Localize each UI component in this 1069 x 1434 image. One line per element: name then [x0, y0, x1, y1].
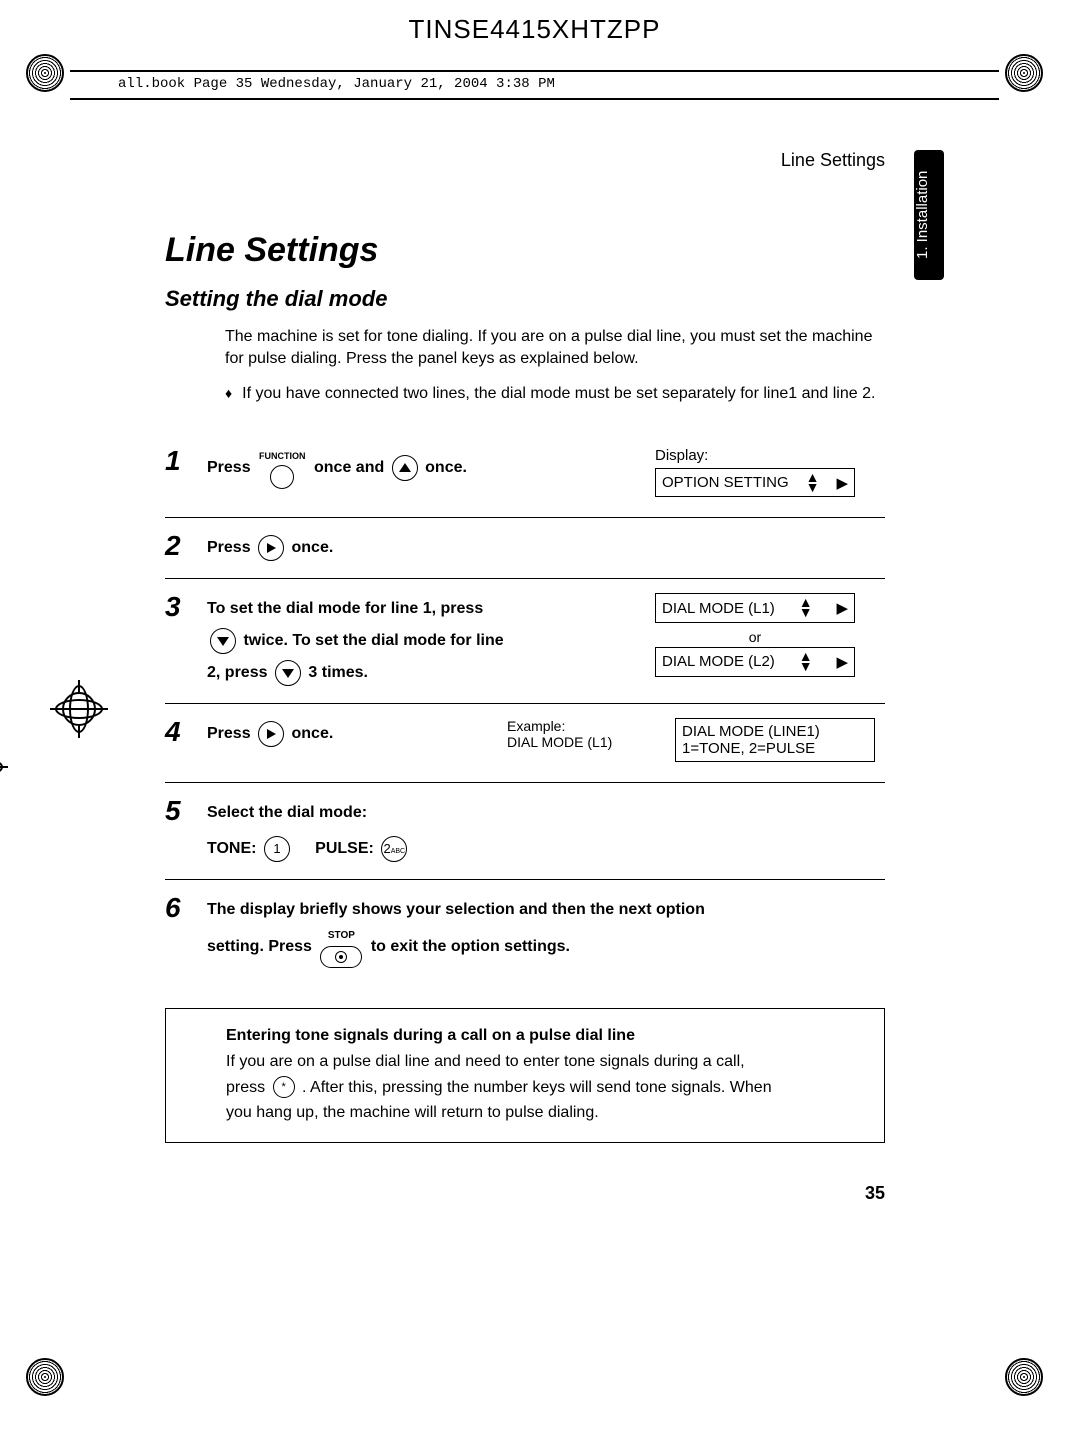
key-sub: ABC: [391, 848, 405, 855]
lcd-box: DIAL MODE (LINE1) 1=TONE, 2=PULSE: [675, 718, 875, 762]
step-number: 5: [165, 797, 199, 825]
text: to exit the option settings.: [371, 939, 570, 956]
register-cross-icon: [50, 680, 108, 738]
lcd-box: OPTION SETTING ▲▼▶: [655, 468, 855, 498]
intro-paragraph: The machine is set for tone dialing. If …: [225, 326, 885, 369]
lcd-text: DIAL MODE (L1): [662, 600, 775, 617]
note-text: press: [226, 1079, 265, 1096]
lcd-text: OPTION SETTING: [662, 474, 789, 491]
page-number: 35: [165, 1183, 885, 1204]
lcd-box: DIAL MODE (L1) ▲▼▶: [655, 593, 855, 623]
page-content: Line Settings Line Settings Setting the …: [165, 150, 885, 1194]
text: setting. Press: [207, 939, 312, 956]
text: To set the dial mode for line 1, press: [207, 600, 483, 617]
text: twice. To set the dial mode for line: [243, 632, 503, 649]
key-digit: 1: [273, 836, 280, 862]
bullet-text: If you have connected two lines, the dia…: [242, 383, 875, 405]
step-6: 6 The display briefly shows your selecti…: [165, 879, 885, 982]
step-body: Press FUNCTION once and once.: [207, 447, 647, 489]
step-number: 6: [165, 894, 199, 922]
nav-arrows-icon: ▲▼: [799, 652, 813, 672]
lcd-box: DIAL MODE (L2) ▲▼▶: [655, 647, 855, 677]
text: Press: [207, 725, 251, 742]
nav-arrows-icon: ▲▼: [799, 598, 813, 618]
step-3: 3 To set the dial mode for line 1, press…: [165, 578, 885, 703]
section-title: Line Settings: [165, 231, 885, 270]
text: Select the dial mode:: [207, 804, 367, 821]
note-text: you hang up, the machine will return to …: [226, 1100, 866, 1126]
step-5: 5 Select the dial mode: TONE: 1 PULSE: 1…: [165, 782, 885, 879]
step-1: 1 Press FUNCTION once and once. Display:…: [165, 433, 885, 518]
text: Press: [207, 539, 251, 556]
text: once and: [314, 459, 384, 476]
or-text: or: [655, 629, 855, 645]
text: PULSE:: [315, 840, 374, 857]
text: 3 times.: [308, 664, 368, 681]
subsection-title: Setting the dial mode: [165, 286, 885, 312]
key-1-icon: 1: [264, 836, 290, 862]
key-label: FUNCTION: [259, 447, 306, 465]
crop-line: [70, 98, 999, 100]
step-body: Press once.: [207, 718, 499, 750]
example-column: Example: DIAL MODE (L1): [507, 718, 667, 750]
step-number: 3: [165, 593, 199, 621]
step-body: Press once.: [207, 532, 647, 564]
step-display: DIAL MODE (LINE1) 1=TONE, 2=PULSE: [675, 718, 885, 768]
text: once.: [292, 725, 334, 742]
step-display: Display: OPTION SETTING ▲▼▶: [655, 447, 885, 504]
text: TONE:: [207, 840, 256, 857]
text: once.: [425, 459, 467, 476]
diamond-bullet-icon: ♦: [225, 383, 232, 405]
key-symbol: *: [281, 1079, 285, 1097]
register-mark-icon: [26, 1358, 64, 1396]
key-label: STOP: [328, 926, 355, 946]
text: The display briefly shows your selection…: [207, 901, 705, 918]
register-mark-icon: [1005, 54, 1043, 92]
chapter-side-tab: 1. Installation: [914, 150, 944, 280]
display-label: Display:: [655, 447, 885, 464]
lcd-text: 1=TONE, 2=PULSE: [682, 740, 815, 757]
step-number: 4: [165, 718, 199, 746]
step-4: 4 Press once. Example: DIAL MODE (L1) DI…: [165, 703, 885, 782]
step-body: The display briefly shows your selection…: [207, 894, 885, 968]
step-number: 2: [165, 532, 199, 560]
nav-arrows-icon: ▲▼: [806, 473, 820, 493]
function-key-icon: FUNCTION: [259, 447, 306, 489]
key-2-icon: 1 2ABC: [381, 836, 407, 862]
page: TINSE4415XHTZPP all.book Page 35 Wednesd…: [0, 0, 1069, 1434]
example-value: DIAL MODE (L1): [507, 734, 667, 750]
step-body: Select the dial mode: TONE: 1 PULSE: 1 2…: [207, 797, 885, 865]
right-key-icon: [258, 535, 284, 561]
note-heading: Entering tone signals during a call on a…: [226, 1023, 866, 1049]
running-head: Line Settings: [165, 150, 885, 171]
up-key-icon: [392, 455, 418, 481]
steps-list: 1 Press FUNCTION once and once. Display:…: [165, 433, 885, 983]
stop-key-icon: STOP: [320, 926, 362, 968]
key-digit: 2: [383, 841, 390, 856]
down-key-icon: [210, 628, 236, 654]
step-2: 2 Press once.: [165, 517, 885, 578]
star-key-icon: *: [273, 1076, 295, 1098]
register-cross-icon: [0, 738, 8, 796]
text: 2, press: [207, 664, 267, 681]
step-body: To set the dial mode for line 1, press t…: [207, 593, 647, 689]
register-mark-icon: [26, 54, 64, 92]
text: once.: [292, 539, 334, 556]
example-label: Example:: [507, 718, 667, 734]
lcd-text: DIAL MODE (LINE1): [682, 723, 820, 740]
down-key-icon: [275, 660, 301, 686]
step-display: DIAL MODE (L1) ▲▼▶ or DIAL MODE (L2) ▲▼▶: [655, 593, 885, 682]
register-mark-icon: [1005, 1358, 1043, 1396]
lcd-text: DIAL MODE (L2): [662, 653, 775, 670]
bullet-item: ♦ If you have connected two lines, the d…: [225, 383, 885, 405]
text: Press: [207, 459, 251, 476]
right-key-icon: [258, 721, 284, 747]
note-text: If you are on a pulse dial line and need…: [226, 1049, 866, 1075]
step-number: 1: [165, 447, 199, 475]
doc-header-code: TINSE4415XHTZPP: [0, 14, 1069, 45]
note-box: Entering tone signals during a call on a…: [165, 1008, 885, 1142]
note-text: . After this, pressing the number keys w…: [302, 1079, 772, 1096]
book-metadata-line: all.book Page 35 Wednesday, January 21, …: [118, 76, 555, 92]
crop-line: [70, 70, 999, 72]
